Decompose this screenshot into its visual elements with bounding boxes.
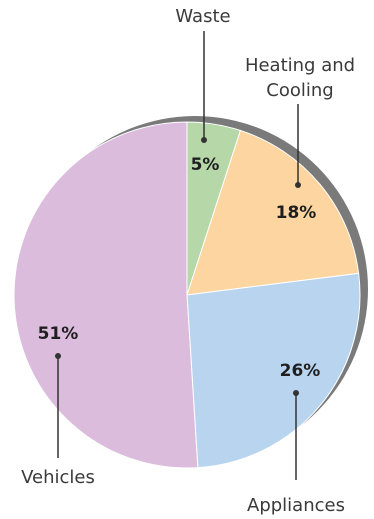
slice-appliances xyxy=(186,272,361,469)
value-label-appliances: 26% xyxy=(280,361,321,381)
label-appliances: Appliances xyxy=(247,495,345,516)
label-vehicles: Vehicles xyxy=(21,467,95,488)
slice-vehicles xyxy=(13,121,199,469)
value-label-waste: 5% xyxy=(191,155,220,175)
callout-dot-heating xyxy=(295,182,301,188)
value-label-heating-and-cooling: 18% xyxy=(276,203,317,223)
callout-dot-appliances xyxy=(293,390,299,396)
callout-dot-vehicles xyxy=(55,353,61,359)
label-heating-line-2: Cooling xyxy=(266,80,333,101)
value-label-vehicles: 51% xyxy=(38,324,79,344)
label-heating-line-1: Heating and xyxy=(245,55,355,76)
callout-dot-waste xyxy=(201,137,207,143)
slice-heating-and-cooling xyxy=(186,129,360,296)
label-waste: Waste xyxy=(175,6,230,27)
